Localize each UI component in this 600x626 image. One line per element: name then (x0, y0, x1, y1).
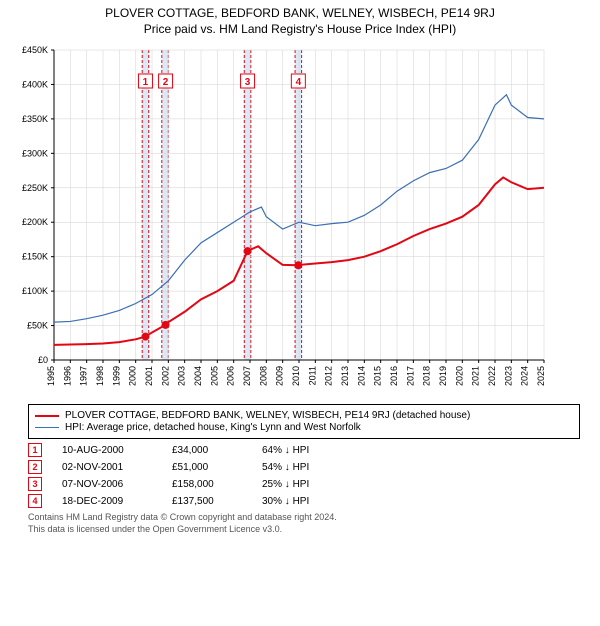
svg-text:2000: 2000 (128, 366, 138, 386)
svg-text:4: 4 (296, 77, 302, 88)
legend: PLOVER COTTAGE, BEDFORD BANK, WELNEY, WI… (28, 404, 580, 439)
svg-text:1996: 1996 (62, 366, 72, 386)
sale-marker: 4 (28, 494, 42, 508)
svg-text:2006: 2006 (226, 366, 236, 386)
svg-text:2010: 2010 (291, 366, 301, 386)
svg-text:3: 3 (245, 77, 251, 88)
sale-diff: 64% ↓ HPI (262, 445, 352, 456)
svg-text:2025: 2025 (536, 366, 546, 386)
svg-text:2001: 2001 (144, 366, 154, 386)
price-chart: £0 £50K £100K £150K £200K £250K £300K £350K £400… (0, 40, 560, 400)
svg-text:2005: 2005 (209, 366, 219, 386)
legend-item: HPI: Average price, detached house, King… (35, 422, 573, 433)
svg-text:£250K: £250K (22, 183, 48, 193)
svg-text:2018: 2018 (422, 366, 432, 386)
svg-text:£200K: £200K (22, 217, 48, 227)
chart-subtitle: Price paid vs. HM Land Registry's House … (0, 22, 600, 36)
footer-line-2: This data is licensed under the Open Gov… (28, 524, 580, 536)
sale-price: £51,000 (172, 462, 242, 473)
legend-swatch (35, 427, 59, 428)
svg-text:2008: 2008 (258, 366, 268, 386)
sale-price: £137,500 (172, 496, 242, 507)
svg-text:2014: 2014 (356, 366, 366, 386)
sale-date: 18-DEC-2009 (62, 496, 152, 507)
legend-swatch (35, 415, 59, 417)
sale-date: 07-NOV-2006 (62, 479, 152, 490)
sales-table: 1 10-AUG-2000 £34,000 64% ↓ HPI 2 02-NOV-2001… (28, 443, 580, 508)
svg-text:2020: 2020 (454, 366, 464, 386)
svg-text:£300K: £300K (22, 148, 48, 158)
sales-row: 4 18-DEC-2009 £137,500 30% ↓ HPI (28, 494, 580, 508)
svg-text:£400K: £400K (22, 79, 48, 89)
svg-text:2022: 2022 (487, 366, 497, 386)
legend-label: PLOVER COTTAGE, BEDFORD BANK, WELNEY, WI… (65, 410, 470, 421)
svg-text:£350K: £350K (22, 114, 48, 124)
svg-text:2011: 2011 (307, 366, 317, 385)
sale-marker: 2 (28, 460, 42, 474)
sale-date: 02-NOV-2001 (62, 462, 152, 473)
svg-text:2003: 2003 (177, 366, 187, 386)
sales-row: 1 10-AUG-2000 £34,000 64% ↓ HPI (28, 443, 580, 457)
svg-text:£450K: £450K (22, 45, 48, 55)
svg-text:2002: 2002 (160, 366, 170, 386)
sale-marker: 1 (28, 443, 42, 457)
svg-text:£50K: £50K (27, 321, 48, 331)
sales-row: 2 02-NOV-2001 £51,000 54% ↓ HPI (28, 460, 580, 474)
chart-title: PLOVER COTTAGE, BEDFORD BANK, WELNEY, WI… (0, 6, 600, 20)
svg-text:2012: 2012 (324, 366, 334, 386)
svg-text:2013: 2013 (340, 366, 350, 386)
sale-price: £158,000 (172, 479, 242, 490)
svg-text:2007: 2007 (242, 366, 252, 386)
svg-text:2019: 2019 (438, 366, 448, 386)
svg-text:£100K: £100K (22, 286, 48, 296)
svg-text:2009: 2009 (275, 366, 285, 386)
sale-marker: 3 (28, 477, 42, 491)
footer-attribution: Contains HM Land Registry data © Crown c… (28, 512, 580, 535)
svg-text:2015: 2015 (373, 366, 383, 386)
legend-label: HPI: Average price, detached house, King… (65, 422, 361, 433)
sales-row: 3 07-NOV-2006 £158,000 25% ↓ HPI (28, 477, 580, 491)
svg-text:2024: 2024 (520, 366, 530, 386)
sale-diff: 25% ↓ HPI (262, 479, 352, 490)
sale-date: 10-AUG-2000 (62, 445, 152, 456)
svg-text:2016: 2016 (389, 366, 399, 386)
legend-item: PLOVER COTTAGE, BEDFORD BANK, WELNEY, WI… (35, 410, 573, 421)
svg-text:1: 1 (143, 77, 149, 88)
sale-diff: 54% ↓ HPI (262, 462, 352, 473)
sale-diff: 30% ↓ HPI (262, 496, 352, 507)
svg-text:£150K: £150K (22, 252, 48, 262)
sale-price: £34,000 (172, 445, 242, 456)
svg-text:2023: 2023 (503, 366, 513, 386)
svg-text:2017: 2017 (405, 366, 415, 386)
svg-text:2021: 2021 (471, 366, 481, 386)
svg-text:1999: 1999 (111, 366, 121, 386)
svg-text:1997: 1997 (79, 366, 89, 386)
svg-text:2004: 2004 (193, 366, 203, 386)
svg-text:1998: 1998 (95, 366, 105, 386)
svg-text:2: 2 (163, 77, 169, 88)
svg-text:1995: 1995 (46, 366, 56, 386)
svg-text:£0: £0 (38, 355, 48, 365)
footer-line-1: Contains HM Land Registry data © Crown c… (28, 512, 580, 524)
